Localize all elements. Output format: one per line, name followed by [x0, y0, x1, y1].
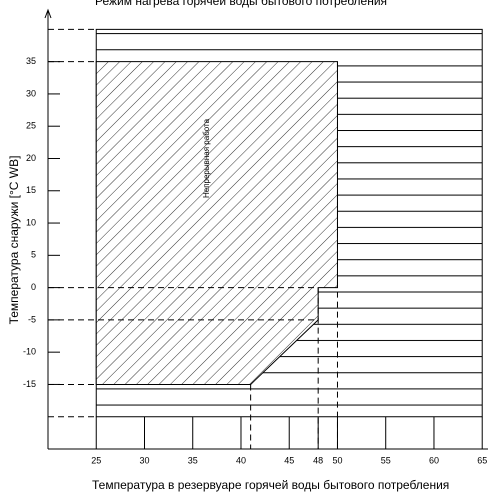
y-tick-label: 30	[26, 88, 36, 98]
annotation: Непрерывная работа	[202, 118, 211, 198]
y-tick-label: -5	[28, 314, 36, 324]
x-tick-label: 48	[313, 455, 323, 465]
y-axis-label: Температура снаружи [°C WB]	[7, 156, 21, 325]
y-axis-arrow	[44, 8, 52, 19]
x-tick-label: 45	[284, 455, 294, 465]
x-axis-label: Температура в резервуаре горячей воды бы…	[92, 478, 449, 492]
y-tick-label: 25	[26, 121, 36, 131]
y-tick-label: 5	[31, 250, 36, 260]
x-tick-label: 25	[91, 455, 101, 465]
y-tick-label: 20	[26, 153, 36, 163]
x-tick-label: 40	[236, 455, 246, 465]
y-tick-label: -15	[23, 379, 36, 389]
y-tick-label: -10	[23, 347, 36, 357]
x-tick-label: 30	[139, 455, 149, 465]
x-tick-label: 60	[429, 455, 439, 465]
y-tick-label: 10	[26, 217, 36, 227]
y-tick-label: 15	[26, 185, 36, 195]
chart-title: Режим нагрева горячей воды бытового потр…	[95, 0, 387, 8]
x-tick-label: 35	[188, 455, 198, 465]
x-tick-label: 50	[332, 455, 342, 465]
x-tick-label: 55	[381, 455, 391, 465]
x-tick-label: 65	[477, 455, 487, 465]
y-tick-label: 35	[26, 56, 36, 66]
region	[95, 61, 338, 385]
y-tick-label: 0	[31, 282, 36, 292]
